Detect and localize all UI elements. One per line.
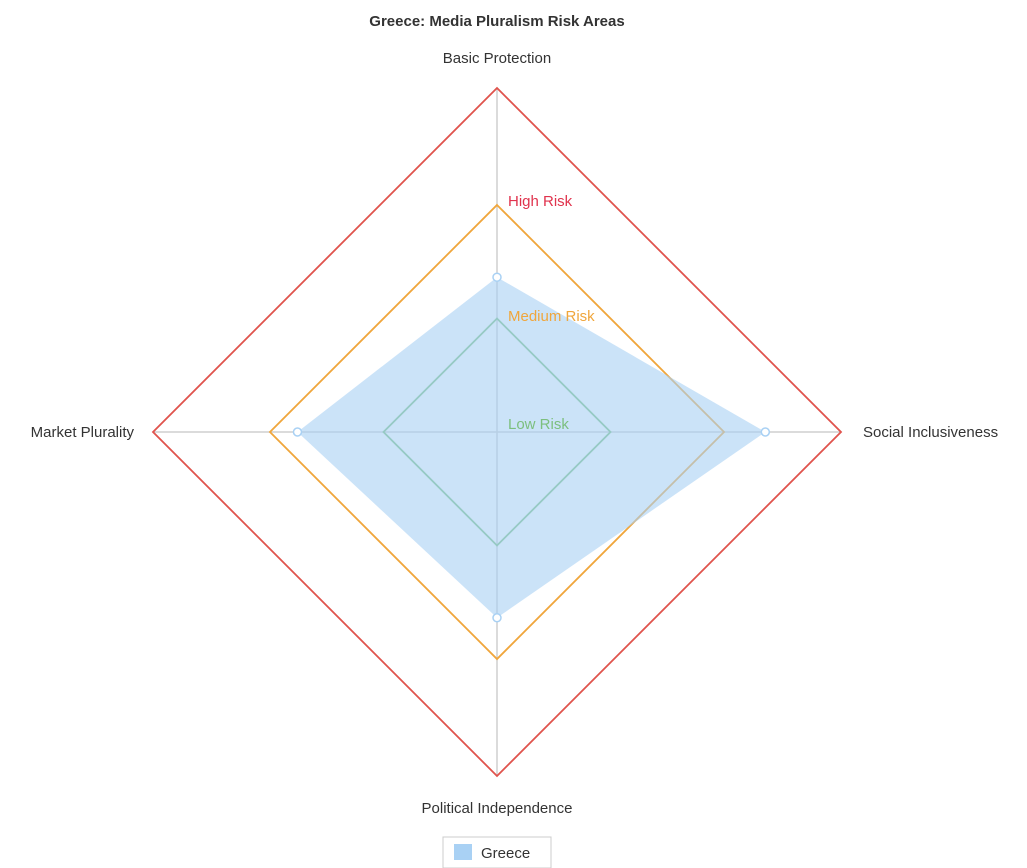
chart-title: Greece: Media Pluralism Risk Areas [369, 13, 624, 30]
legend[interactable]: Greece [442, 836, 552, 868]
risk-label-high: High Risk [508, 193, 573, 210]
risk-label-medium: Medium Risk [508, 308, 595, 325]
data-point-market-plurality[interactable] [292, 427, 303, 437]
series-area-greece [297, 277, 766, 618]
axis-label-market-plurality: Market Plurality [31, 424, 135, 441]
data-point-social-inclusiveness[interactable] [760, 427, 771, 437]
axis-label-political-independence: Political Independence [422, 800, 573, 817]
legend-box [442, 836, 552, 868]
risk-band-labels: Low Risk Medium Risk High Risk [508, 193, 595, 433]
data-point-political-independence[interactable] [492, 613, 502, 623]
legend-swatch-greece [454, 844, 472, 860]
risk-band-medium [268, 203, 726, 661]
radar-series [292, 272, 771, 623]
risk-label-low: Low Risk [508, 416, 569, 433]
axis-label-social-inclusiveness: Social Inclusiveness [863, 424, 998, 441]
axis-label-basic-protection: Basic Protection [443, 50, 551, 67]
data-point-basic-protection[interactable] [492, 272, 502, 282]
legend-label-greece[interactable]: Greece [481, 845, 530, 862]
axis-labels: Basic Protection Social Inclusiveness Poli… [31, 50, 998, 817]
risk-band-high [151, 86, 843, 778]
